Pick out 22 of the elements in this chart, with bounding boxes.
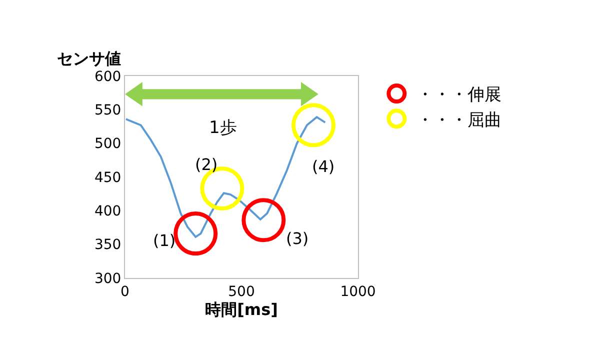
legend-label: ・・・屈曲	[416, 110, 502, 130]
x-tick-label: 0	[120, 284, 130, 300]
x-tick-label: 1000	[340, 284, 376, 300]
point	[292, 103, 336, 148]
y-tick-label: 350	[94, 237, 122, 254]
y-tick-label: 300	[94, 270, 122, 287]
point	[242, 198, 286, 242]
annotation: (2)	[195, 155, 218, 174]
y-tick-label: 600	[94, 68, 122, 85]
annotation: 1歩	[209, 118, 237, 138]
x-axis-title: 時間[ms]	[205, 300, 278, 319]
legend-label: ・・・伸展	[416, 85, 502, 106]
y-axis-title: センサ値	[57, 49, 121, 68]
x-tick-label: 500	[228, 284, 255, 300]
annotation: (3)	[286, 229, 309, 248]
y-tick-label: 450	[94, 170, 122, 186]
y-tick-label: 400	[94, 204, 122, 220]
y-tick-label: 550	[94, 102, 122, 119]
annotation: (4)	[312, 157, 335, 176]
annotation: (1)	[153, 231, 176, 250]
y-tick-label: 500	[94, 136, 122, 152]
point	[174, 212, 218, 256]
